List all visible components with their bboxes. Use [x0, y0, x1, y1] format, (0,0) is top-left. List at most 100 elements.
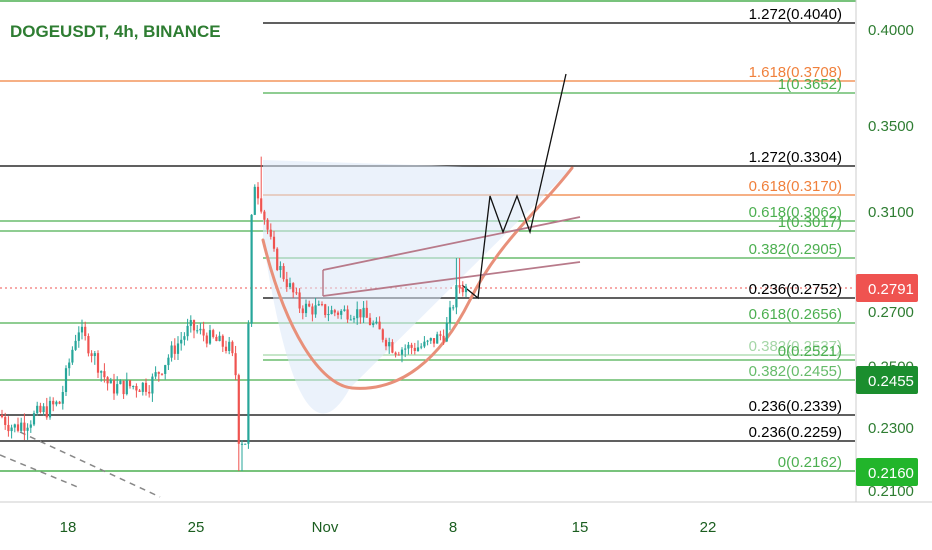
candle-body	[420, 346, 423, 348]
candle-body	[352, 318, 356, 320]
fib-level-label: 0.382(0.2537)	[749, 338, 842, 355]
candle-body	[426, 340, 429, 342]
candle-body	[208, 330, 212, 344]
candle-body	[429, 338, 432, 341]
candle-body	[68, 362, 71, 369]
candle-body	[237, 375, 240, 444]
candle-body	[400, 349, 404, 355]
candle-body	[413, 347, 416, 351]
candle-body	[247, 323, 250, 444]
candle-body	[308, 303, 311, 307]
candle-body	[151, 376, 154, 394]
candle-body	[260, 198, 263, 212]
candle-body	[205, 335, 208, 344]
price-tick-label: 0.2100	[868, 483, 914, 500]
candle-body	[375, 321, 378, 324]
candle-body	[282, 266, 285, 280]
price-tick-label: 0.3100	[868, 204, 914, 221]
candle-body	[13, 424, 16, 428]
trend-line-dashed	[0, 454, 81, 489]
candle-body	[221, 335, 224, 347]
fib-level-label: 1(0.3017)	[778, 214, 842, 231]
candle-body	[330, 310, 333, 315]
candle-body	[279, 266, 282, 271]
candle-body	[343, 309, 346, 311]
candle-body	[461, 287, 464, 293]
candle-body	[356, 309, 359, 319]
candle-body	[288, 283, 292, 288]
candle-body	[119, 380, 122, 385]
fib-level-label: 1.618(0.3708)	[749, 64, 842, 81]
level-labels: 1.272(0.4040) 1.618(0.3708)1(0.3652) 1.272…	[749, 6, 842, 471]
candle-body	[391, 342, 394, 353]
candle-body	[100, 371, 103, 373]
candle-body	[39, 405, 42, 413]
candle-body	[103, 371, 106, 378]
candle-body	[93, 353, 96, 357]
candle-body	[416, 347, 420, 351]
candle-body	[26, 427, 29, 431]
candle-body	[388, 342, 391, 347]
candle-body	[320, 304, 324, 306]
candle-body	[263, 211, 266, 220]
candle-body	[173, 345, 176, 354]
candle-body	[256, 186, 260, 199]
candle-body	[29, 424, 32, 428]
time-tick-label: 22	[700, 519, 717, 536]
fib-level-label: 0.618(0.2656)	[749, 306, 842, 323]
candle-body	[84, 326, 87, 337]
candle-body	[397, 354, 400, 356]
candle-body	[346, 309, 349, 320]
candle-body	[55, 401, 58, 405]
candle-body	[244, 443, 247, 445]
candle-body	[132, 386, 135, 388]
candle-body	[445, 322, 448, 342]
candle-body	[269, 229, 272, 237]
candle-body	[218, 335, 221, 342]
price-axis[interactable]: 0.40000.35000.31000.27000.25000.23000.21…	[855, 0, 932, 550]
candle-body	[58, 401, 61, 404]
candle-body	[410, 344, 413, 348]
candle-body	[96, 353, 100, 373]
fib-level-label: 0.382(0.2905)	[749, 241, 842, 258]
candle-body	[452, 307, 455, 309]
candle-body	[160, 373, 164, 375]
time-axis-bg	[0, 502, 932, 550]
candle-body	[228, 341, 231, 351]
projection-path	[461, 73, 567, 300]
candle-body	[183, 336, 186, 340]
candle-body	[61, 392, 64, 404]
candle-body	[45, 406, 48, 418]
time-tick-label: 25	[188, 519, 205, 536]
candle-body	[224, 346, 228, 351]
candle-body	[317, 304, 320, 306]
candle-body	[394, 352, 397, 355]
candle-body	[87, 336, 90, 354]
time-tick-label: Nov	[312, 519, 339, 536]
candle-body	[48, 400, 52, 418]
candle-body	[192, 320, 196, 331]
candle-body	[16, 424, 20, 431]
chart-title: DOGEUSDT, 4h, BINANCE	[10, 22, 221, 41]
candle-body	[116, 384, 119, 394]
candle-body	[77, 332, 80, 341]
time-axis[interactable]: 18 25 Nov 8 15 22	[0, 501, 932, 550]
candle-body	[199, 328, 202, 331]
candle-body	[167, 357, 170, 366]
fib-level-label: 0(0.2521)	[778, 343, 842, 360]
candle-body	[202, 328, 205, 336]
candle-body	[231, 341, 234, 354]
candle-body	[349, 319, 352, 321]
candle-body	[253, 186, 256, 215]
candle-body	[327, 314, 330, 316]
candle-body	[80, 326, 84, 333]
price-tick-label: 0.2300	[868, 420, 914, 437]
time-tick-label: 15	[572, 519, 589, 536]
candle-body	[176, 343, 180, 354]
candle-body	[311, 306, 314, 315]
candle-body	[10, 427, 13, 432]
fib-level-label: 0.382(0.2455)	[749, 363, 842, 380]
candle-body	[362, 307, 365, 318]
